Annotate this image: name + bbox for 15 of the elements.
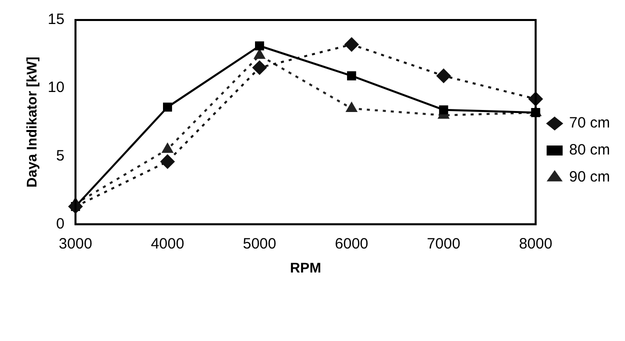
y-tick-label: 0 — [56, 215, 64, 232]
y-axis-title: Daya Indikator [kW] — [23, 56, 40, 188]
x-axis-title: RPM — [290, 259, 322, 276]
x-tick-label: 6000 — [334, 235, 368, 252]
y-tick-label: 15 — [48, 11, 64, 28]
x-tick-label: 7000 — [426, 235, 460, 252]
legend-label: 90 cm — [569, 168, 610, 186]
x-tick-label: 3000 — [58, 235, 92, 252]
x-tick-label: 4000 — [150, 235, 184, 252]
y-tick-label: 10 — [48, 79, 64, 96]
x-tick-label: 5000 — [242, 235, 276, 252]
x-tick-label: 8000 — [518, 235, 552, 252]
legend-label: 80 cm — [569, 142, 610, 159]
legend-label: 70 cm — [569, 114, 610, 132]
y-tick-label: 5 — [56, 147, 64, 164]
